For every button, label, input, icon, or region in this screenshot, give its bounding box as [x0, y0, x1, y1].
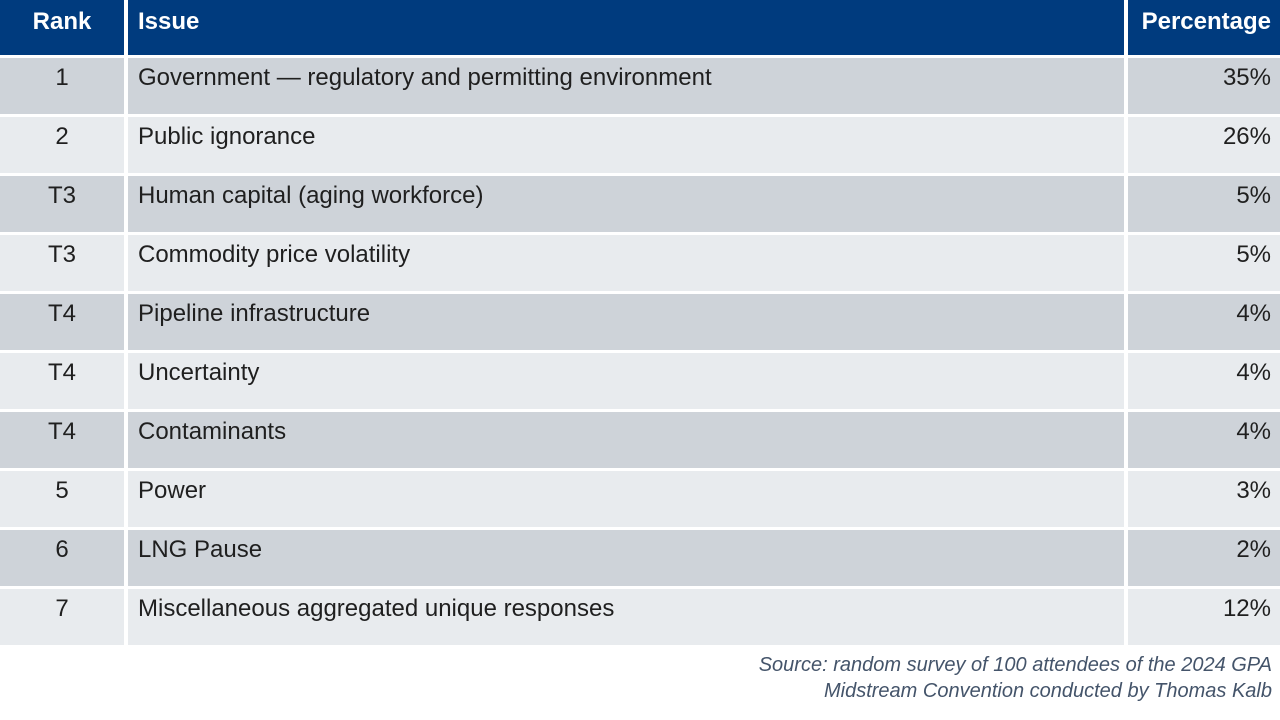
issue-cell: Government — regulatory and permitting e…: [128, 58, 1128, 117]
table-row: 7 Miscellaneous aggregated unique respon…: [0, 589, 1280, 648]
table-row: T3 Commodity price volatility 5%: [0, 235, 1280, 294]
rank-cell: 5: [0, 471, 128, 530]
percentage-cell: 5%: [1128, 176, 1280, 235]
rank-cell: 1: [0, 58, 128, 117]
column-header-percentage: Percentage: [1128, 0, 1280, 58]
issue-cell: Commodity price volatility: [128, 235, 1128, 294]
column-header-rank: Rank: [0, 0, 128, 58]
source-line-1: Source: random survey of 100 attendees o…: [758, 654, 1272, 676]
percentage-cell: 5%: [1128, 235, 1280, 294]
rank-cell: T4: [0, 294, 128, 353]
rank-cell: T4: [0, 412, 128, 471]
table-row: T4 Contaminants 4%: [0, 412, 1280, 471]
survey-results-table: Rank Issue Percentage 1 Government — reg…: [0, 0, 1280, 648]
source-line-2: Midstream Convention conducted by Thomas…: [823, 680, 1272, 702]
rank-cell: T3: [0, 176, 128, 235]
issue-cell: LNG Pause: [128, 530, 1128, 589]
table-row: 6 LNG Pause 2%: [0, 530, 1280, 589]
rank-cell: 7: [0, 589, 128, 648]
rank-cell: 6: [0, 530, 128, 589]
table-row: T4 Pipeline infrastructure 4%: [0, 294, 1280, 353]
percentage-cell: 4%: [1128, 294, 1280, 353]
table-row: 1 Government — regulatory and permitting…: [0, 58, 1280, 117]
column-header-issue: Issue: [128, 0, 1128, 58]
percentage-cell: 2%: [1128, 530, 1280, 589]
percentage-cell: 26%: [1128, 117, 1280, 176]
issue-cell: Miscellaneous aggregated unique response…: [128, 589, 1128, 648]
table-row: T3 Human capital (aging workforce) 5%: [0, 176, 1280, 235]
percentage-cell: 3%: [1128, 471, 1280, 530]
table-row: 5 Power 3%: [0, 471, 1280, 530]
issue-cell: Public ignorance: [128, 117, 1128, 176]
source-note: Source: random survey of 100 attendees o…: [0, 652, 1280, 704]
table-header-row: Rank Issue Percentage: [0, 0, 1280, 58]
table-row: T4 Uncertainty 4%: [0, 353, 1280, 412]
percentage-cell: 4%: [1128, 353, 1280, 412]
rank-cell: T3: [0, 235, 128, 294]
table-row: 2 Public ignorance 26%: [0, 117, 1280, 176]
rank-cell: 2: [0, 117, 128, 176]
issue-cell: Uncertainty: [128, 353, 1128, 412]
percentage-cell: 35%: [1128, 58, 1280, 117]
issue-cell: Power: [128, 471, 1128, 530]
issue-cell: Contaminants: [128, 412, 1128, 471]
percentage-cell: 4%: [1128, 412, 1280, 471]
issue-cell: Human capital (aging workforce): [128, 176, 1128, 235]
percentage-cell: 12%: [1128, 589, 1280, 648]
rank-cell: T4: [0, 353, 128, 412]
issue-cell: Pipeline infrastructure: [128, 294, 1128, 353]
